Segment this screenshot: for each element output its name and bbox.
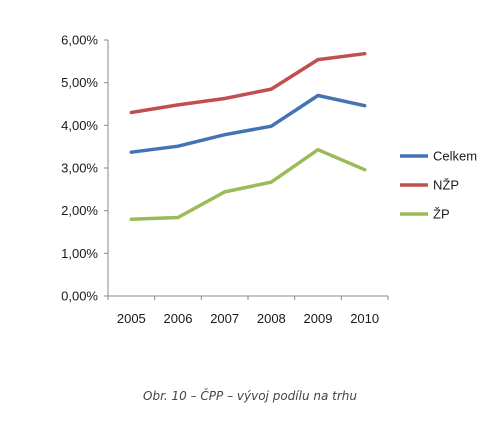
data-point <box>269 124 273 128</box>
y-tick-label: 2,00% <box>61 203 98 218</box>
data-point <box>316 148 320 152</box>
axes <box>107 40 388 297</box>
data-point <box>363 168 367 172</box>
data-point <box>176 103 180 107</box>
line-chart: 0,00% 1,00% 2,00% 3,00% 4,00% 5,00% 6,00% 2005… <box>61 33 477 327</box>
data-point <box>223 96 227 100</box>
y-tick-label: 6,00% <box>61 33 98 48</box>
x-tick-label: 2009 <box>304 311 333 326</box>
y-axis-ticks: 0,00% 1,00% 2,00% 3,00% 4,00% 5,00% 6,00% <box>61 33 108 304</box>
y-tick-label: 5,00% <box>61 75 98 90</box>
y-tick-label: 3,00% <box>61 161 98 176</box>
data-point <box>176 144 180 148</box>
data-point <box>129 111 133 115</box>
data-point <box>316 58 320 62</box>
data-point <box>269 180 273 184</box>
data-point <box>176 215 180 219</box>
legend-label: NŽP <box>433 178 459 193</box>
x-tick-label: 2008 <box>257 311 286 326</box>
data-point <box>363 52 367 56</box>
series-lines <box>129 51 367 221</box>
data-point <box>129 217 133 221</box>
series-line-1 <box>129 51 367 115</box>
y-tick-label: 0,00% <box>61 289 98 304</box>
data-point <box>269 87 273 91</box>
x-tick-label: 2010 <box>350 311 379 326</box>
legend-label: Celkem <box>433 149 477 164</box>
y-tick-label: 4,00% <box>61 118 98 133</box>
legend: Celkem NŽP ŽP <box>400 149 477 222</box>
data-point <box>363 104 367 108</box>
data-point <box>223 133 227 137</box>
x-axis-ticks: 2005 2006 2007 2008 2009 2010 <box>107 296 389 326</box>
data-point <box>129 150 133 154</box>
data-point <box>223 190 227 194</box>
series-line-2 <box>129 147 367 221</box>
x-tick-label: 2006 <box>164 311 193 326</box>
x-tick-label: 2007 <box>210 311 239 326</box>
series-line-0 <box>129 93 367 154</box>
data-point <box>316 93 320 97</box>
figure-caption: Obr. 10 – ČPP – vývoj podílu na trhu <box>143 389 357 403</box>
y-tick-label: 1,00% <box>61 246 98 261</box>
legend-label: ŽP <box>433 207 450 222</box>
x-tick-label: 2005 <box>117 311 146 326</box>
